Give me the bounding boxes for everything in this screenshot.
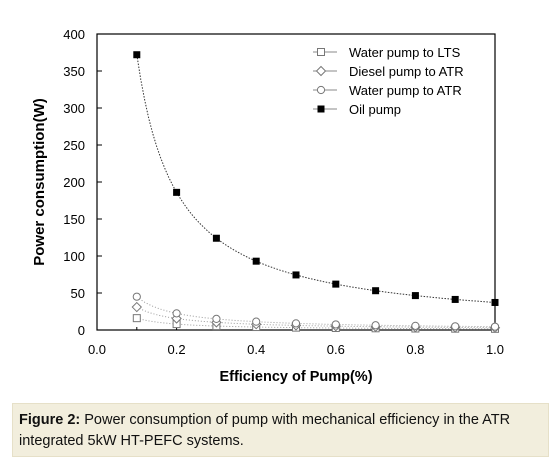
legend-entry: Diesel pump to ATR [313,64,464,79]
y-tick-label: 350 [63,64,85,79]
y-tick-label: 150 [63,212,85,227]
data-point [132,292,141,301]
y-tick-label: 50 [71,286,85,301]
y-tick-label: 250 [63,138,85,153]
y-tick-label: 100 [63,249,85,264]
x-tick-label: 0.0 [88,342,106,357]
data-point [331,320,340,329]
x-tick-label: 0.2 [168,342,186,357]
data-point [252,317,261,326]
x-tick-label: 0.8 [406,342,424,357]
legend-label: Oil pump [349,102,401,117]
legend-marker [317,48,325,56]
figure-caption: Figure 2: Power consumption of pump with… [12,403,549,457]
data-point [292,271,300,279]
x-tick-label: 0.6 [327,342,345,357]
data-point [411,292,419,300]
legend-entry: Water pump to ATR [313,83,462,98]
y-tick-label: 200 [63,175,85,190]
series-water-pump-to-atr [132,292,500,331]
data-point [451,295,459,303]
x-tick-label: 1.0 [486,342,504,357]
data-point [291,319,301,328]
y-axis-label: Power consumption(W) [31,98,48,266]
data-point [491,298,499,306]
legend-label: Water pump to ATR [349,83,462,98]
data-point [332,280,340,288]
series-oil-pump [133,51,499,306]
series-line [136,296,496,328]
series-line [136,317,495,330]
legend-entry: Oil pump [313,102,401,117]
data-point [371,321,380,330]
data-point [451,322,460,331]
data-point [131,301,143,313]
legend-marker [317,105,325,113]
data-point [132,314,141,323]
data-point [173,188,181,196]
data-point [372,287,380,295]
series-line [136,306,495,329]
data-point [212,314,221,323]
series-line [136,54,496,303]
legend-marker [316,85,326,95]
y-tick-label: 0 [78,323,85,338]
series-diesel-pump-to-atr [131,301,501,333]
chart-area: 0 50 100 150 200 250 300 350 400 0.0 0.2 0.4 0.6 0.8 1… [31,27,504,385]
caption-text: Figure 2: Power consumption of pump with… [19,410,543,452]
data-point [252,257,260,265]
caption-label: Figure 2: [19,412,81,428]
legend-label: Water pump to LTS [349,45,461,60]
data-point [490,322,500,331]
legend-marker [315,65,327,77]
data-point [411,321,420,330]
legend-label: Diesel pump to ATR [349,64,464,79]
data-point [172,309,181,318]
data-point [133,51,141,59]
caption-body: Power consumption of pump with mechanica… [19,412,511,449]
legend-entry: Water pump to LTS [313,45,461,60]
x-tick-label: 0.4 [247,342,265,357]
y-tick-label: 400 [63,27,85,42]
data-point [212,234,220,242]
x-axis-label: Efficiency of Pump(%) [219,369,372,385]
y-tick-label: 300 [63,101,85,116]
